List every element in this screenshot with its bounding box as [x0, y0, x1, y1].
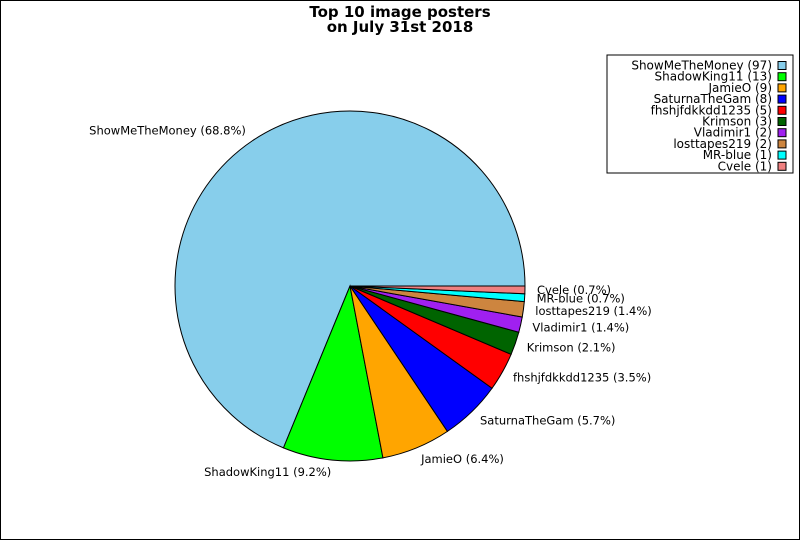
legend-swatch-shadowking11 — [777, 72, 787, 82]
pie-slices — [174, 110, 526, 462]
chart-title-line-2: on July 31st 2018 — [327, 18, 474, 36]
legend-swatch-mr-blue — [777, 150, 787, 160]
pie-slice-cvele — [349, 285, 526, 295]
legend-label-saturnathegam: SaturnaTheGam (8) — [654, 92, 772, 106]
legend-swatch-saturnathegam — [777, 94, 787, 104]
slice-label-mr-blue: MR-blue (0.7%) — [537, 292, 625, 306]
legend-label-fhshjfdkkdd1235: fhshjfdkkdd1235 (5) — [651, 103, 772, 117]
legend-label-cvele: Cvele (1) — [718, 159, 772, 173]
slice-label-shadowking11: ShadowKing11 (9.2%) — [204, 465, 331, 479]
slice-label-showmethemoney: ShowMeTheMoney (68.8%) — [89, 124, 246, 138]
slice-label-cvele: Cvele (0.7%) — [537, 283, 611, 297]
legend-swatch-showmethemoney — [777, 61, 787, 70]
slice-labels: ShowMeTheMoney (68.8%) ShadowKing11 (9.2%… — [89, 124, 652, 479]
legend-swatch-fhshjfdkkdd1235 — [777, 105, 787, 115]
legend-label-shadowking11: ShadowKing11 (13) — [655, 70, 773, 84]
slice-label-krimson: Krimson (2.1%) — [527, 340, 616, 354]
legend-swatch-jamieo — [777, 83, 787, 93]
legend-label-losttapes219: losttapes219 (2) — [673, 137, 772, 151]
legend-label-krimson: Krimson (3) — [702, 115, 772, 129]
legend-swatch-losttapes219 — [777, 139, 787, 149]
legend-label-jamieo: JamieO (9) — [707, 81, 772, 95]
legend-label-showmethemoney: ShowMeTheMoney (97) — [631, 59, 772, 73]
legend-swatch-krimson — [777, 117, 787, 126]
legend-swatch-cvele — [777, 161, 787, 171]
slice-label-jamieo: JamieO (6.4%) — [420, 452, 504, 466]
legend: ShowMeTheMoney (97)ShadowKing11 (13)Jami… — [606, 54, 794, 174]
legend-label-vladimir1: Vladimir1 (2) — [694, 126, 772, 140]
legend-box — [606, 54, 794, 174]
slice-label-losttapes219: losttapes219 (1.4%) — [535, 304, 651, 318]
slice-label-fhshjfdkkdd1235: fhshjfdkkdd1235 (3.5%) — [513, 371, 651, 385]
chart-title-line-1: Top 10 image posters — [309, 3, 490, 21]
pie-slice-showmethemoney — [174, 110, 526, 449]
slice-label-saturnathegam: SaturnaTheGam (5.7%) — [480, 413, 615, 427]
legend-label-mr-blue: MR-blue (1) — [703, 148, 772, 162]
legend-swatch-vladimir1 — [777, 128, 787, 138]
slice-label-vladimir1: Vladimir1 (1.4%) — [532, 320, 629, 334]
